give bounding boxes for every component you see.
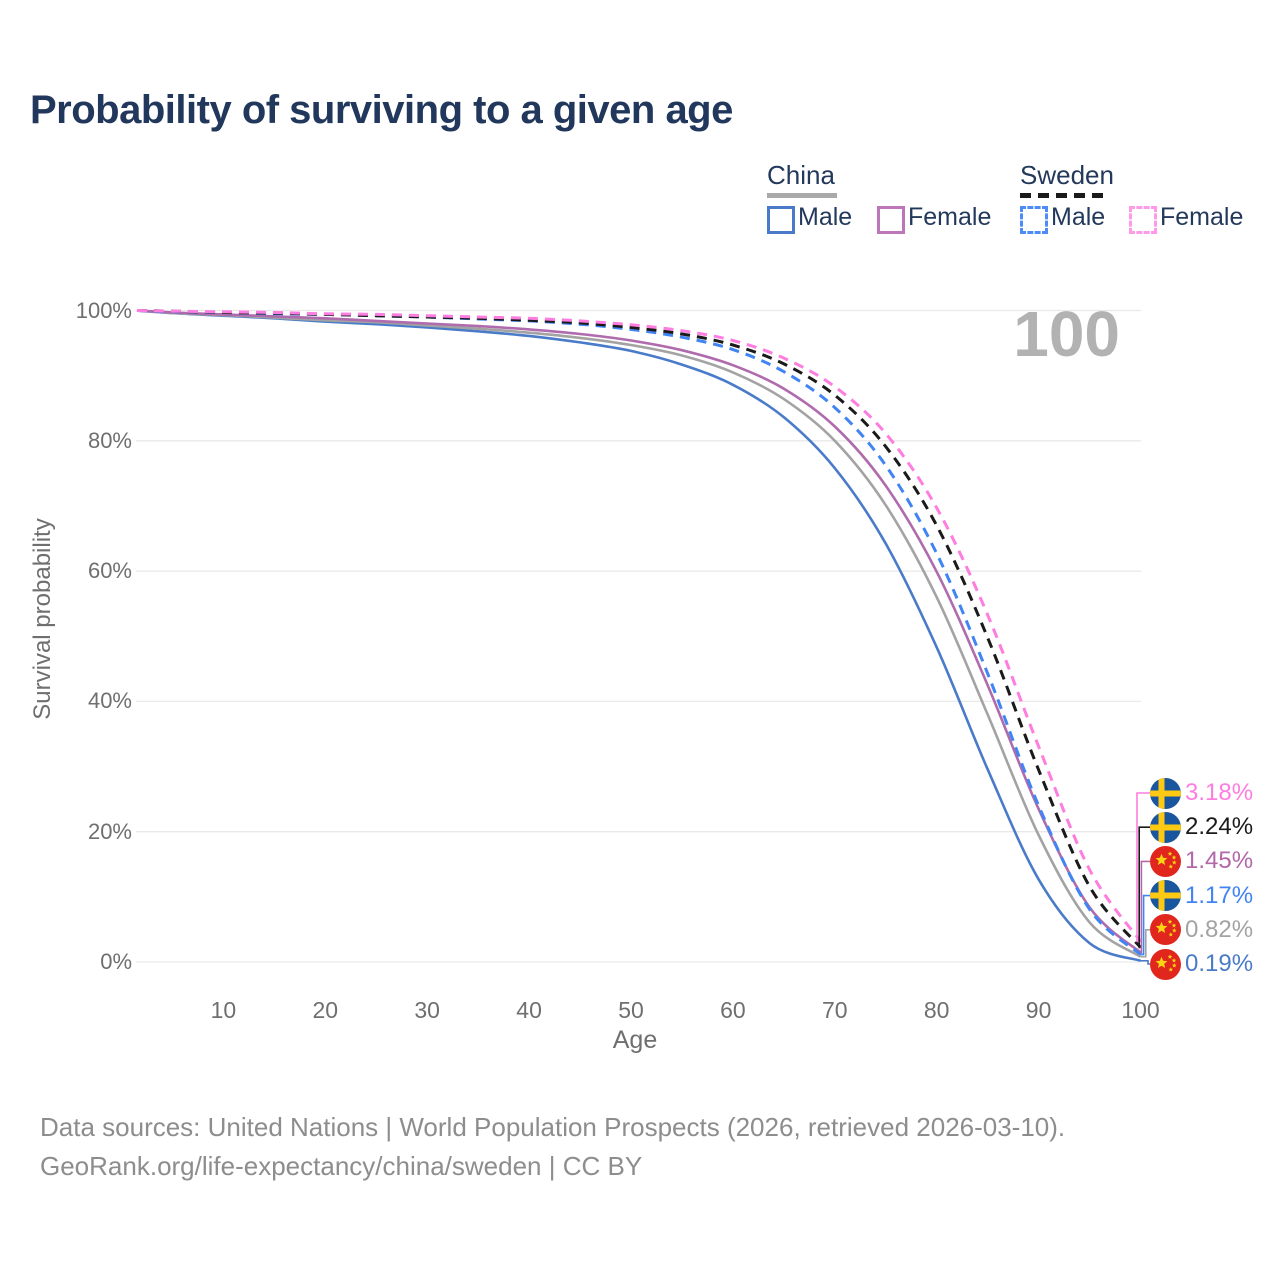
x-tick-label: 20 (312, 997, 339, 1023)
legend-group-china-label[interactable]: China (767, 160, 835, 190)
legend-group-china-underline (767, 193, 837, 198)
china-flag-icon (1150, 948, 1181, 985)
end-label-sweden-female: 3.18% (1185, 779, 1254, 806)
footer-attribution[interactable]: GeoRank.org/life-expectancy/china/sweden… (40, 1151, 643, 1181)
footer: Data sources: United Nations | World Pop… (40, 1108, 1065, 1186)
legend-swatch-sweden-female-icon[interactable] (1129, 206, 1157, 234)
china-flag-icon (1150, 914, 1181, 950)
end-label-china-female: 1.45% (1185, 847, 1254, 875)
sweden-flag-icon (1150, 777, 1181, 814)
legend-swatch-china-male-icon[interactable] (767, 206, 795, 234)
end-label-china-male: 0.19% (1185, 950, 1254, 977)
sweden-flag-icon (1150, 811, 1181, 848)
y-tick-label: 0% (100, 949, 132, 974)
series-line-sweden-male (136, 309, 1142, 956)
end-label-china-both-sexes: 0.82% (1185, 915, 1254, 943)
end-label-sweden-both-sexes: 2.24% (1185, 813, 1254, 841)
series-line-china-male (136, 309, 1141, 963)
x-tick-label: 50 (618, 997, 644, 1023)
legend-item-sweden-male[interactable]: Male (1051, 203, 1106, 231)
legend-item-china-female[interactable]: Female (908, 203, 992, 231)
age-watermark: 100 (1013, 298, 1120, 370)
x-tick-label: 100 (1121, 997, 1160, 1023)
y-tick-label: 100% (75, 297, 132, 323)
x-tick-label: 10 (210, 997, 237, 1023)
x-tick-label: 90 (1025, 997, 1052, 1023)
sweden-flag-icon (1150, 880, 1181, 916)
y-tick-label: 80% (87, 427, 132, 453)
end-label-connector (1140, 860, 1150, 954)
y-tick-label: 40% (87, 688, 132, 714)
x-tick-label: 30 (414, 997, 440, 1023)
legend-swatch-china-female-icon[interactable] (877, 206, 905, 234)
page-title: Probability of surviving to a given age (30, 88, 733, 132)
legend-swatch-sweden-male-icon[interactable] (1020, 206, 1048, 234)
footer-data-sources: Data sources: United Nations | World Pop… (40, 1112, 1066, 1142)
legend-group-sweden-label[interactable]: Sweden (1020, 160, 1114, 190)
y-axis-title: Survival probability (29, 518, 56, 720)
end-label-connector (1140, 960, 1150, 965)
series-line-china-both-sexes (136, 309, 1142, 958)
x-tick-label: 60 (720, 997, 746, 1023)
series-line-sweden-female (136, 309, 1142, 943)
end-label-connector (1140, 894, 1150, 956)
legend-item-china-male[interactable]: Male (798, 203, 853, 231)
series-line-china-female (136, 309, 1142, 954)
legend-item-sweden-female[interactable]: Female (1160, 203, 1244, 231)
x-axis-title: Age (612, 1026, 658, 1054)
legend-group-sweden-underline (1020, 193, 1110, 198)
y-tick-label: 20% (87, 818, 132, 844)
x-tick-label: 80 (923, 997, 950, 1023)
x-tick-label: 40 (516, 997, 542, 1023)
end-label-sweden-male: 1.17% (1185, 881, 1254, 909)
china-flag-icon (1150, 845, 1181, 882)
y-tick-label: 60% (87, 558, 132, 584)
series-line-sweden-both-sexes (136, 309, 1142, 949)
x-tick-label: 70 (822, 997, 848, 1023)
end-label-connector (1140, 929, 1150, 958)
end-label-connector (1138, 826, 1150, 949)
